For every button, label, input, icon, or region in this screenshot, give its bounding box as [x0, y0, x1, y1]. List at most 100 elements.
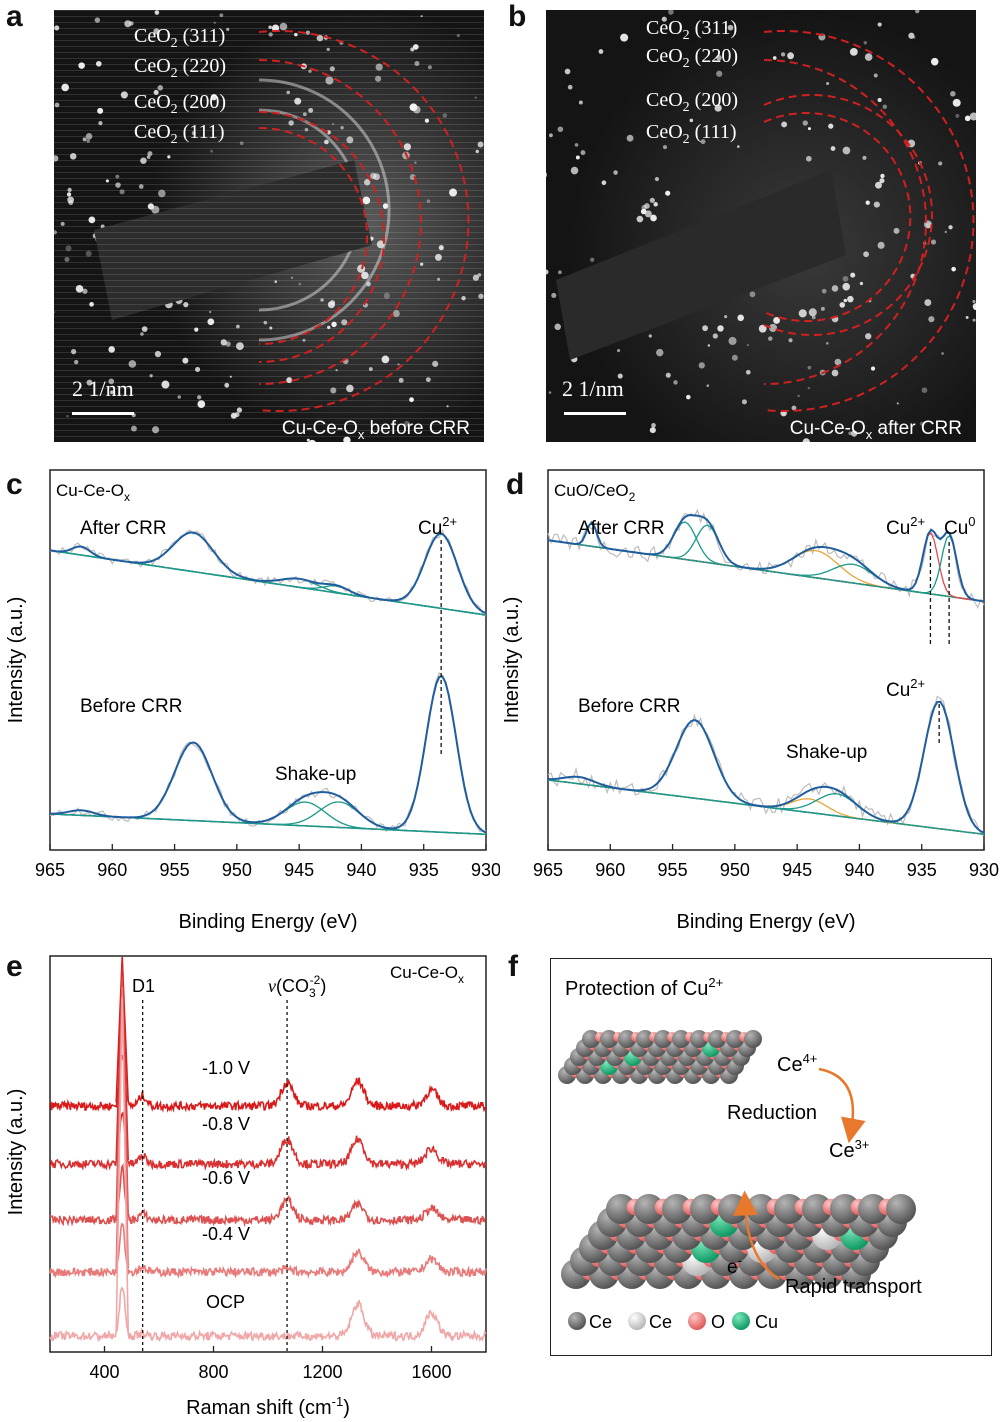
chart-title: CuO/CeO2: [554, 481, 636, 504]
diffraction-spot: [745, 369, 751, 375]
ce4-atom: [858, 1194, 888, 1224]
fit-envelope: [548, 700, 985, 834]
diffraction-spot: [930, 57, 939, 66]
raman-main-peak: [115, 956, 130, 1103]
diffraction-spot: [938, 161, 943, 166]
diffraction-spot: [767, 336, 773, 341]
diffraction-spot: [807, 386, 811, 390]
diffraction-spot: [661, 16, 667, 22]
ring-label-220: CeO2 (220): [134, 55, 226, 81]
panel-letter-a: a: [6, 0, 23, 33]
ring-guides: [258, 30, 470, 412]
diffraction-spot: [636, 215, 644, 223]
carbonate-label: ν(CO3-2): [268, 973, 326, 1000]
cu2-peak-label-after: Cu2+: [886, 514, 925, 539]
diffraction-spot: [834, 358, 842, 366]
diffraction-spot: [877, 241, 885, 249]
diffraction-spot: [919, 421, 924, 426]
diffraction-spot: [546, 269, 549, 275]
ring-label-111: CeO2 (111): [646, 121, 737, 147]
after-crr-label: After CRR: [80, 518, 167, 539]
xps-chart-cuo-ceo2: 965 960 955 950 945 940 935 930 CuO/CeO2 After …: [496, 466, 1000, 946]
before-crr-label: Before CRR: [578, 696, 680, 717]
rapid-transport-label: Rapid transport: [785, 1276, 922, 1298]
raman-main-peak: [115, 986, 130, 1269]
ce4-atom: [654, 1030, 672, 1048]
diffraction-spot: [915, 10, 920, 14]
diffraction-spot: [665, 190, 671, 196]
x-tick-label: 950: [222, 860, 252, 880]
x-tick-label: 935: [409, 860, 439, 880]
schematic-title: Protection of Cu2+: [565, 975, 723, 1000]
diffraction-spot: [773, 317, 781, 324]
diffraction-spot: [951, 266, 956, 272]
saed-image-before: CeO2 (311) CeO2 (220) CeO2 (200) CeO2 (1…: [54, 10, 484, 442]
diffraction-spot: [877, 22, 882, 27]
legend-ce4-swatch: [568, 1312, 586, 1330]
diffraction-spot: [578, 100, 583, 105]
fit-component: [547, 531, 985, 603]
shake-up-label: Shake-up: [786, 742, 867, 763]
x-tick-label: 960: [97, 860, 127, 880]
diffraction-spot: [950, 91, 956, 97]
diffraction-spot: [689, 118, 694, 123]
x-tick-label: 1600: [411, 1362, 451, 1382]
saed-caption-before: Cu-Ce-Ox before CRR: [282, 418, 470, 442]
diffraction-spot: [948, 225, 953, 230]
scale-bar-label: 2 1/nm: [562, 376, 624, 401]
raman-spectrum: [49, 1111, 487, 1172]
diffraction-spot: [617, 373, 623, 379]
diffraction-spot: [921, 387, 928, 394]
diffraction-spot: [808, 308, 817, 317]
d1-label: D1: [132, 976, 155, 996]
diffraction-spot: [551, 292, 557, 298]
diffraction-spot: [557, 270, 562, 275]
legend-cu-swatch: [732, 1312, 750, 1330]
diffraction-spot: [724, 315, 728, 319]
diffraction-spot: [791, 405, 797, 411]
diffraction-spot: [787, 52, 795, 60]
diffraction-spot: [924, 299, 932, 307]
diffraction-spot: [964, 115, 971, 122]
ring-label-111: CeO2 (111): [134, 121, 225, 147]
potential-label: -0.6 V: [202, 1168, 250, 1188]
diffraction-spot: [828, 123, 834, 129]
diffraction-spot: [908, 32, 915, 39]
diffraction-spot: [847, 295, 854, 303]
x-ticks: 965 960 955 950 945 940 935 930: [533, 844, 999, 880]
xps-plot-d: 965 960 955 950 945 940 935 930 CuO/CeO2 After …: [501, 469, 999, 933]
ce4-atom: [802, 1194, 832, 1224]
protection-schematic: Protection of Cu2+ Ce4+ Reduction Ce3+ e…: [550, 958, 992, 1356]
ce4-atom: [634, 1194, 664, 1224]
x-axis-label: Binding Energy (eV): [179, 911, 358, 933]
ce4-atom: [726, 1030, 744, 1048]
panel-letter-b: b: [508, 0, 527, 33]
diffraction-spot: [928, 316, 935, 323]
ring-guide-200: [258, 111, 385, 363]
diffraction-spot: [972, 318, 976, 322]
diffraction-spot: [925, 222, 932, 229]
diffraction-spot: [798, 309, 807, 318]
diffraction-spot: [702, 325, 708, 332]
diffraction-spot: [807, 365, 812, 370]
ce4-atom: [690, 1194, 720, 1224]
diffraction-spot: [644, 210, 652, 218]
plot-frame: [547, 469, 985, 851]
y-axis-label: Intensity (a.u.): [5, 597, 27, 724]
diffraction-spot: [716, 70, 723, 77]
ring-guide-200: [763, 94, 933, 336]
diffraction-spot: [749, 291, 756, 298]
diffraction-spot: [880, 173, 885, 179]
diffraction-spot: [706, 384, 710, 388]
legend-cu-label: Cu: [755, 1312, 778, 1332]
diffraction-spot: [653, 202, 658, 207]
diffraction-spot: [746, 344, 749, 347]
diffraction-spot: [842, 282, 851, 291]
xps-chart-cu-ce-ox: 965 960 955 950 945 940 935 930 Cu-Ce-Ox After …: [0, 466, 500, 946]
reduction-label: Reduction: [727, 1102, 817, 1124]
potential-label: OCP: [206, 1292, 245, 1312]
fit-component: [49, 801, 487, 835]
saed-pattern-after: CeO2 (311) CeO2 (220) CeO2 (200) CeO2 (1…: [546, 10, 976, 442]
ring-guides: [763, 30, 975, 412]
diffraction-spot: [546, 172, 547, 178]
